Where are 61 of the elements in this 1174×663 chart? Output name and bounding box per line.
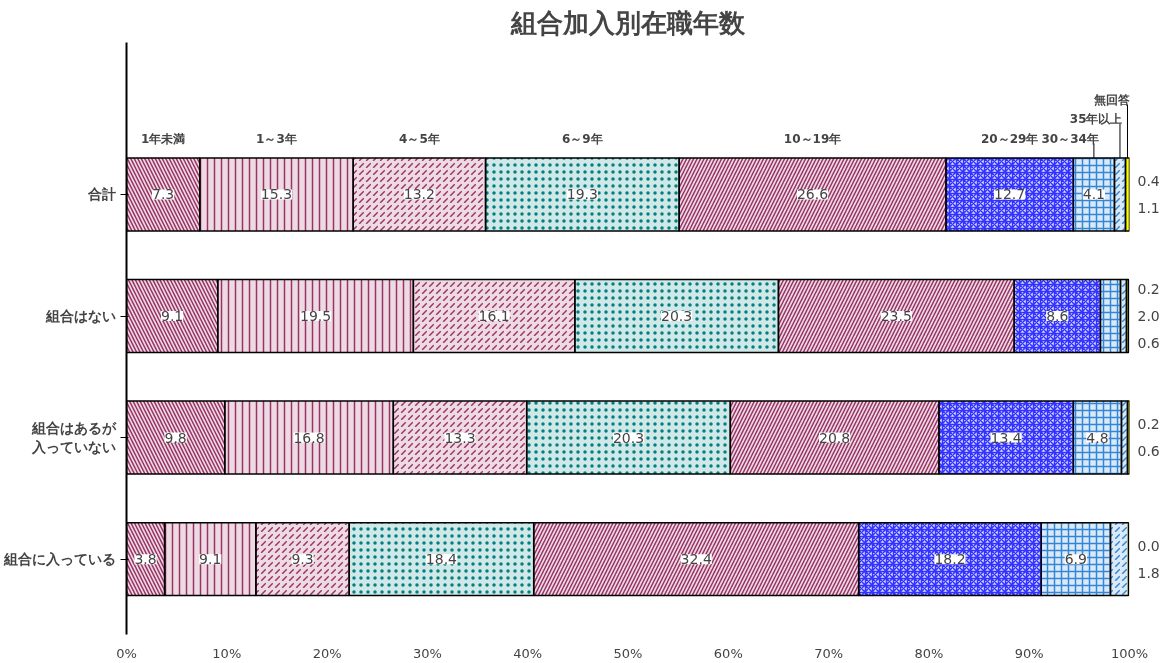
series-label: 1年未満 xyxy=(140,131,186,146)
data-label: 3.8 xyxy=(134,551,157,568)
data-label: 19.3 xyxy=(566,186,598,203)
data-label: 4.8 xyxy=(1086,429,1109,446)
data-label: 9.8 xyxy=(164,429,187,446)
text: 無回答 xyxy=(1092,92,1131,107)
data-label: 0.0 xyxy=(1137,537,1160,554)
data-label: 2.0 xyxy=(1137,308,1160,325)
data-label: 19.5 xyxy=(299,308,332,325)
x-tick-label: 30% xyxy=(412,645,442,661)
data-label: 13.2 xyxy=(403,186,435,203)
data-label: 7.3 xyxy=(151,186,175,203)
data-label: 6.9 xyxy=(1064,551,1087,568)
data-label: 26.6 xyxy=(796,186,829,203)
data-label: 9.1 xyxy=(161,308,184,325)
data-label: 12.7 xyxy=(994,186,1026,203)
data-label: 1.1 xyxy=(1137,199,1160,216)
x-tick-label: 40% xyxy=(513,645,543,661)
y-tick-label: 組合はあるが入っていない xyxy=(30,419,117,456)
x-tick-label: 100% xyxy=(1110,645,1149,661)
data-label: 15.3 xyxy=(260,186,293,203)
data-label: 16.8 xyxy=(293,429,325,446)
text: 35年以上 xyxy=(1069,112,1123,127)
data-label: 23.5 xyxy=(880,308,912,325)
data-label: 16.1 xyxy=(478,308,510,325)
data-label: 9.1 xyxy=(199,551,222,568)
y-tick-label: 合計 xyxy=(86,186,116,203)
series-label: 6～9年 xyxy=(562,131,603,146)
data-label: 0.6 xyxy=(1137,442,1160,459)
data-label: 20.3 xyxy=(661,308,693,325)
data-label: 32.4 xyxy=(680,551,712,568)
series-label: 10～19年 xyxy=(783,131,842,146)
data-label: 8.6 xyxy=(1046,308,1069,325)
x-tick-label: 90% xyxy=(1014,645,1044,661)
x-tick-label: 20% xyxy=(312,645,342,661)
data-label: 18.4 xyxy=(425,551,458,568)
x-tick-label: 70% xyxy=(814,645,844,661)
y-tick-label: 組合はない xyxy=(44,308,116,325)
data-label: 9.3 xyxy=(291,551,314,568)
data-label: 4.1 xyxy=(1082,186,1106,203)
x-tick-label: 80% xyxy=(914,645,944,661)
data-label: 0.2 xyxy=(1137,416,1160,433)
chart-title: 組合加入別在職年数 xyxy=(510,7,746,38)
x-tick-label: 60% xyxy=(713,645,743,661)
data-label: 20.8 xyxy=(819,429,851,446)
series-label: 20～29年 xyxy=(980,131,1039,146)
x-tick-label: 0% xyxy=(116,645,137,661)
data-label: 0.6 xyxy=(1137,334,1160,351)
series-label: 4～5年 xyxy=(399,131,440,146)
data-label: 18.2 xyxy=(934,551,966,568)
data-label: 13.4 xyxy=(990,429,1022,446)
data-label: 20.3 xyxy=(612,429,645,446)
data-label: 0.4 xyxy=(1137,173,1160,190)
data-label: 13.3 xyxy=(444,429,476,446)
data-label: 0.2 xyxy=(1137,281,1160,298)
x-tick-label: 50% xyxy=(613,645,643,661)
data-label: 1.8 xyxy=(1137,564,1160,581)
series-label: 1～3年 xyxy=(256,131,297,146)
series-label: 30～34年 xyxy=(1041,131,1099,146)
y-tick-label: 組合に入っている xyxy=(2,551,116,568)
x-tick-label: 10% xyxy=(212,645,242,661)
